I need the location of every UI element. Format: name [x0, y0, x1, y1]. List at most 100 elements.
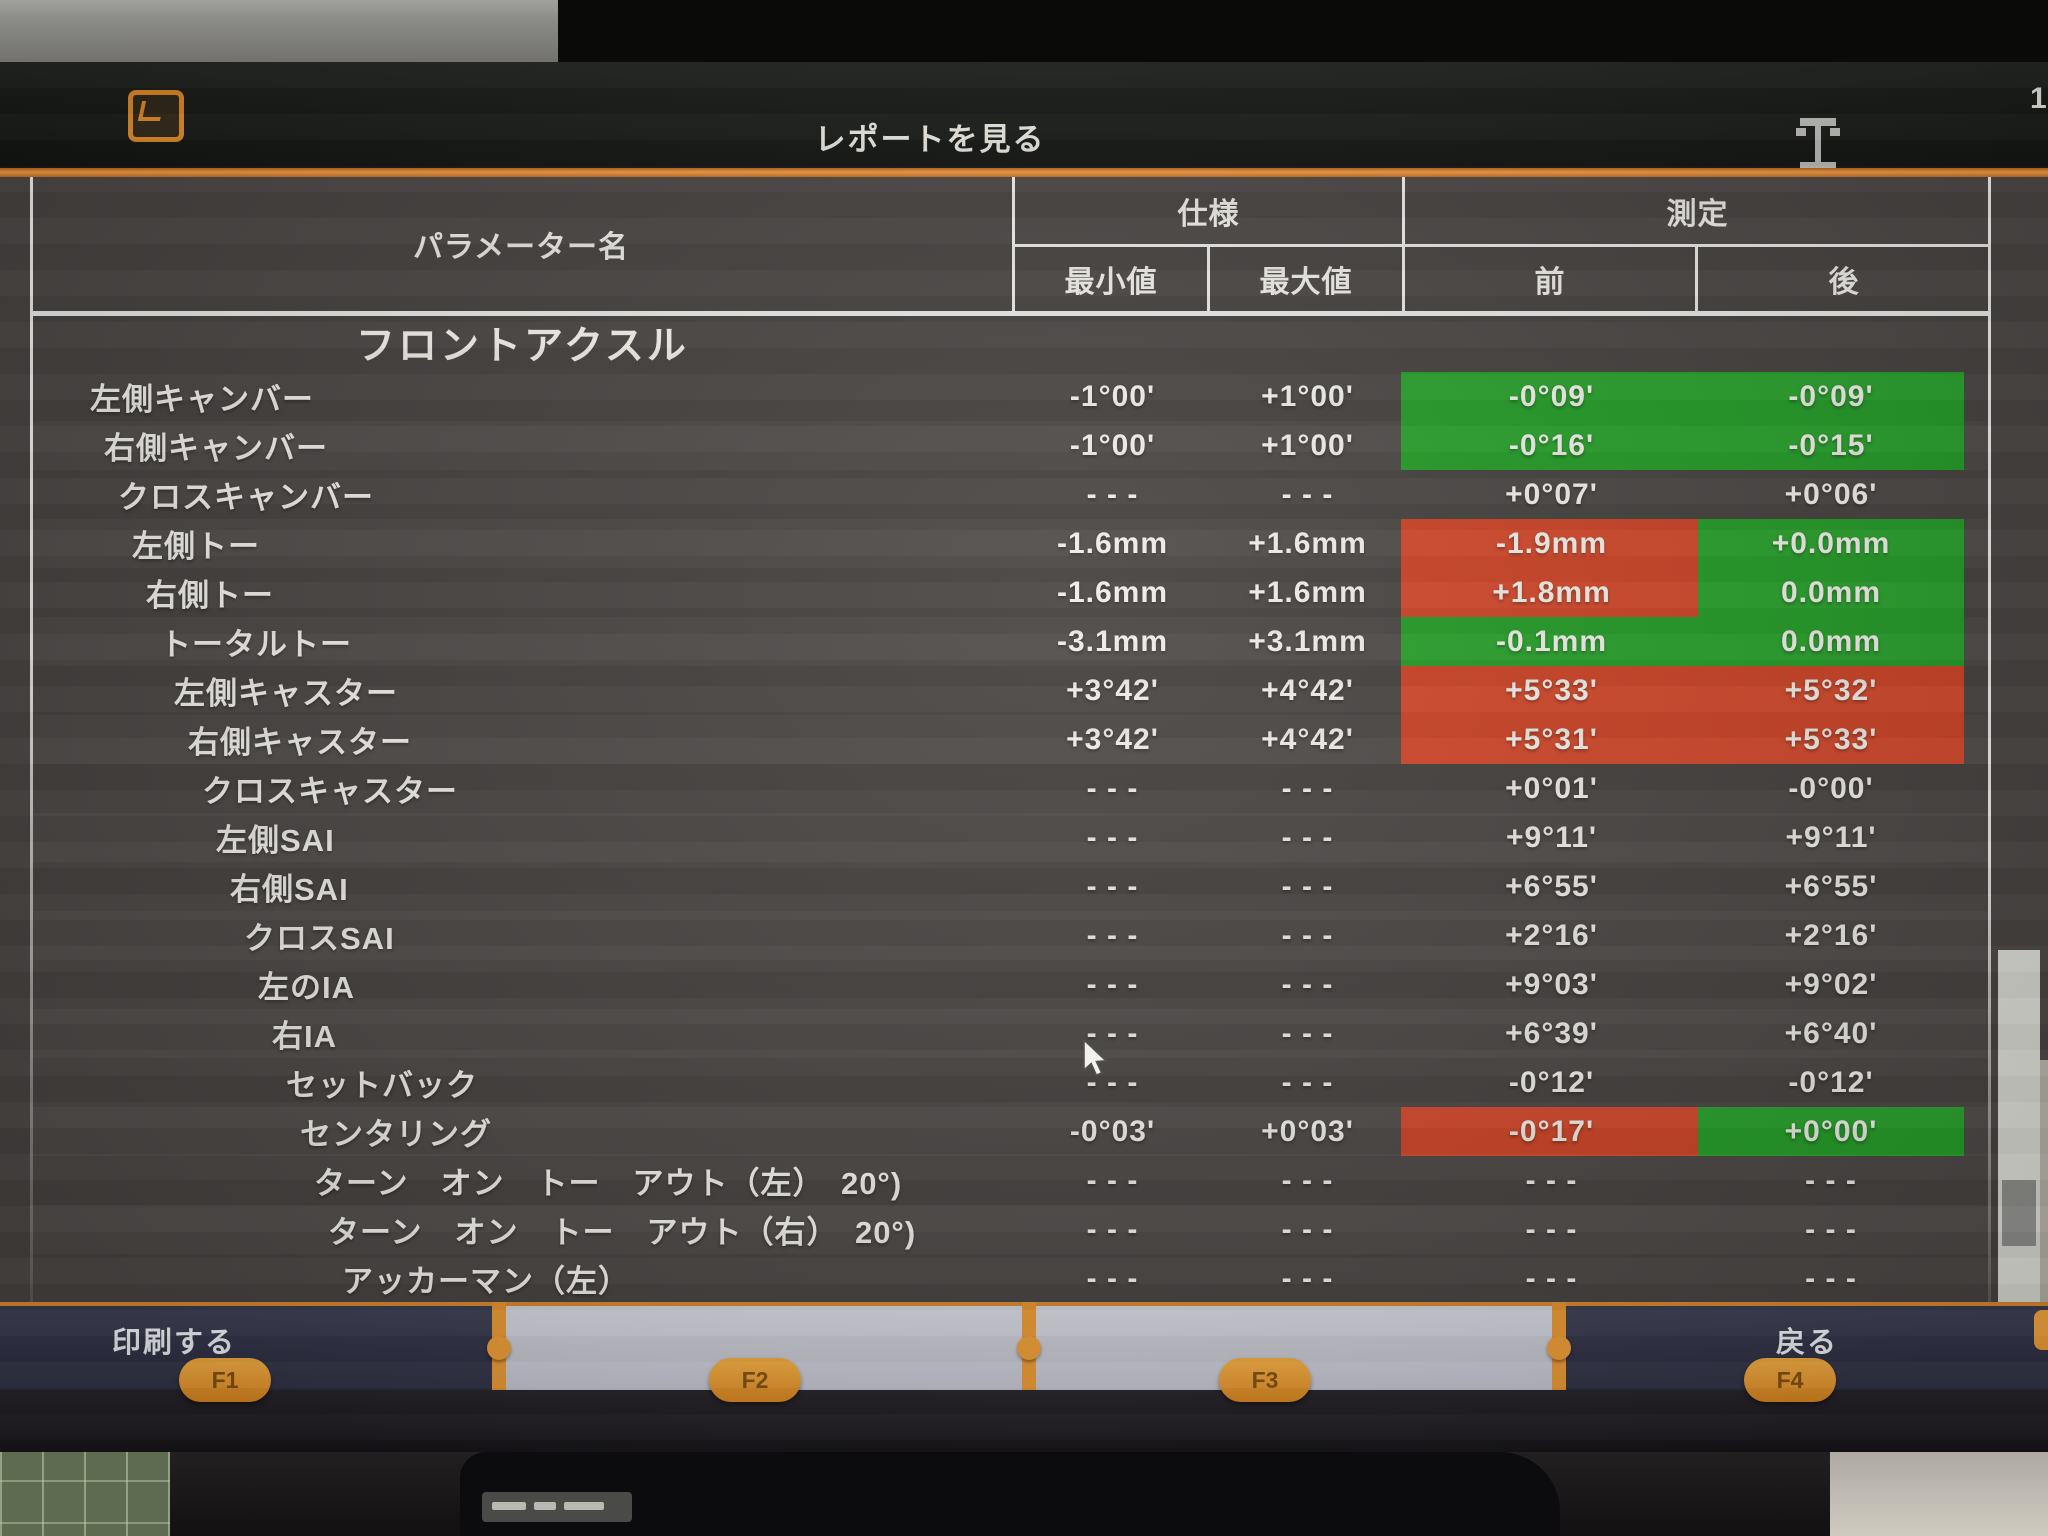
table-row: 左側キャスター +3°42' +4°42' +5°33' +5°32'	[30, 666, 1990, 715]
spec-max: +0°03'	[1210, 1107, 1405, 1156]
spec-max-value: - - -	[1281, 869, 1334, 903]
spec-min-value: +3°42'	[1066, 673, 1159, 707]
param-name: クロスキャスター	[30, 764, 1015, 813]
spec-max: +1°00'	[1210, 421, 1405, 470]
spec-max-value: +1°00'	[1261, 428, 1354, 462]
spec-min-value: - - -	[1086, 1016, 1139, 1050]
spec-min-value: -1.6mm	[1056, 575, 1169, 609]
param-name: アッカーマン（左）	[30, 1254, 1015, 1303]
measure-before-value: -0°17'	[1508, 1114, 1595, 1148]
spec-max-value: +3.1mm	[1248, 624, 1367, 658]
table-row: 左のIA - - - - - - +9°03' +9°02'	[30, 960, 1990, 1009]
measure-after: +6°40'	[1698, 1009, 1990, 1058]
function-key-bar: 印刷する 戻る F1 F2 F3 F4	[0, 1302, 2048, 1402]
param-name: 右側SAI	[30, 862, 1015, 911]
table-row: クロスキャンバー - - - - - - +0°07' +0°06'	[30, 470, 1990, 519]
spec-min: -0°03'	[1015, 1107, 1210, 1156]
measure-after-value: -0°12'	[1788, 1065, 1874, 1099]
spec-min: - - -	[1015, 1009, 1210, 1058]
measure-before-value: +0°07'	[1505, 477, 1598, 511]
table-row: セットバック - - -- - - -0°12' -0°12'	[30, 1058, 1990, 1107]
spec-max: - - -	[1210, 470, 1405, 519]
spec-min-value: -1°00'	[1069, 379, 1156, 413]
param-name-value: クロスSAI	[244, 921, 395, 956]
spec-min-value: - - -	[1086, 477, 1139, 511]
measure-after: +9°11'	[1698, 813, 1990, 862]
spec-max: - - -	[1210, 813, 1405, 862]
header-max: 最大値	[1210, 244, 1405, 311]
scrollbar-track[interactable]	[1998, 950, 2040, 1302]
param-name-value: ターン オン トー アウト（右） 20°)	[328, 1215, 917, 1250]
measure-after: - - -	[1698, 1254, 1990, 1303]
param-name-value: 右IA	[272, 1019, 337, 1054]
f2-key[interactable]: F2	[709, 1358, 801, 1402]
measure-before-value: +6°39'	[1505, 1016, 1598, 1050]
spec-min: - - -	[1015, 470, 1210, 519]
spec-max: - - -	[1210, 764, 1405, 813]
measure-before: +2°16'	[1405, 911, 1698, 960]
measure-before-value: +6°55'	[1505, 869, 1598, 903]
spec-max-value: - - -	[1281, 477, 1334, 511]
param-name: 右側キャスター	[30, 715, 1015, 764]
background-wall-right	[1830, 1440, 2048, 1536]
spec-max-value: - - -	[1281, 1212, 1334, 1246]
table-row: 左側トー -1.6mm +1.6mm -1.9mm +0.0mm	[30, 519, 1990, 568]
spec-min: - - -	[1015, 862, 1210, 911]
spec-max-value: +4°42'	[1261, 722, 1354, 756]
spec-min-value: -0°03'	[1069, 1114, 1156, 1148]
measure-before-value: +2°16'	[1505, 918, 1598, 952]
param-name: クロスSAI	[30, 911, 1015, 960]
table-row: 右側キャスター +3°42' +4°42' +5°31' +5°33'	[30, 715, 1990, 764]
measure-before: -0°17'	[1401, 1107, 1698, 1156]
spec-min: +3°42'	[1015, 666, 1210, 715]
spec-max: +3.1mm	[1210, 617, 1405, 666]
measure-before: +5°33'	[1401, 666, 1698, 715]
measure-after: 0.0mm	[1698, 568, 1990, 617]
spec-max: +1.6mm	[1210, 519, 1405, 568]
spec-max-value: - - -	[1281, 918, 1334, 952]
table-row: センタリング -0°03' +0°03' -0°17' +0°00'	[30, 1107, 1990, 1156]
measure-before: - - -	[1405, 1254, 1698, 1303]
spec-max-value: - - -	[1281, 967, 1334, 1001]
param-name-value: 左側キャンバー	[90, 382, 314, 417]
f5-key-partial[interactable]	[2034, 1310, 2048, 1350]
measure-after: +6°55'	[1698, 862, 1990, 911]
table-row: ターン オン トー アウト（右） 20°) - - - - - - - - - - - …	[30, 1205, 1990, 1254]
report-icon	[128, 90, 184, 142]
spec-max: +4°42'	[1210, 666, 1405, 715]
spec-min-value: -3.1mm	[1056, 624, 1169, 658]
param-name: セットバック	[30, 1058, 1015, 1107]
accent-divider	[0, 168, 2048, 177]
param-name: ターン オン トー アウト（左） 20°)	[30, 1156, 1015, 1205]
f4-key[interactable]: F4	[1744, 1358, 1836, 1402]
measure-after: +2°16'	[1698, 911, 1990, 960]
spec-max: - - -	[1210, 862, 1405, 911]
header-parameter-name: パラメーター名	[30, 177, 1015, 311]
spec-max-value: - - -	[1281, 1163, 1334, 1197]
param-name: クロスキャンバー	[30, 470, 1015, 519]
table-row: クロスキャスター - - - - - - +0°01' -0°00'	[30, 764, 1990, 813]
param-name: 左側SAI	[30, 813, 1015, 862]
monitor-bezel-top	[558, 0, 2048, 62]
measure-after: - - -	[1698, 1205, 1990, 1254]
footer-divider	[1017, 1302, 1041, 1390]
param-name: 左側キャンバー	[30, 372, 1015, 421]
scrollbar-thumb[interactable]	[2002, 1180, 2036, 1246]
measure-before: +9°11'	[1405, 813, 1698, 862]
measure-after-value: -0°09'	[1788, 379, 1874, 413]
f3-key[interactable]: F3	[1219, 1358, 1311, 1402]
param-name: 右側キャンバー	[30, 421, 1015, 470]
spec-max-value: +0°03'	[1261, 1114, 1354, 1148]
param-name-value: センタリング	[300, 1117, 492, 1152]
measure-before-value: +5°31'	[1505, 722, 1598, 756]
table-right-border	[1988, 177, 1991, 1302]
spec-max-value: - - -	[1281, 820, 1334, 854]
table-body: 左側キャンバー -1°00' +1°00' -0°09' -0°09' 右側キャンバー -1…	[30, 372, 1990, 1303]
measure-before: +1.8mm	[1401, 568, 1698, 617]
cutting-mat	[0, 1438, 170, 1536]
param-name-value: トータルトー	[160, 627, 352, 662]
spec-max: - - -	[1210, 1156, 1405, 1205]
header-measure: 測定	[1666, 197, 1729, 231]
measure-after: -0°00'	[1698, 764, 1990, 813]
f1-key[interactable]: F1	[179, 1358, 271, 1402]
